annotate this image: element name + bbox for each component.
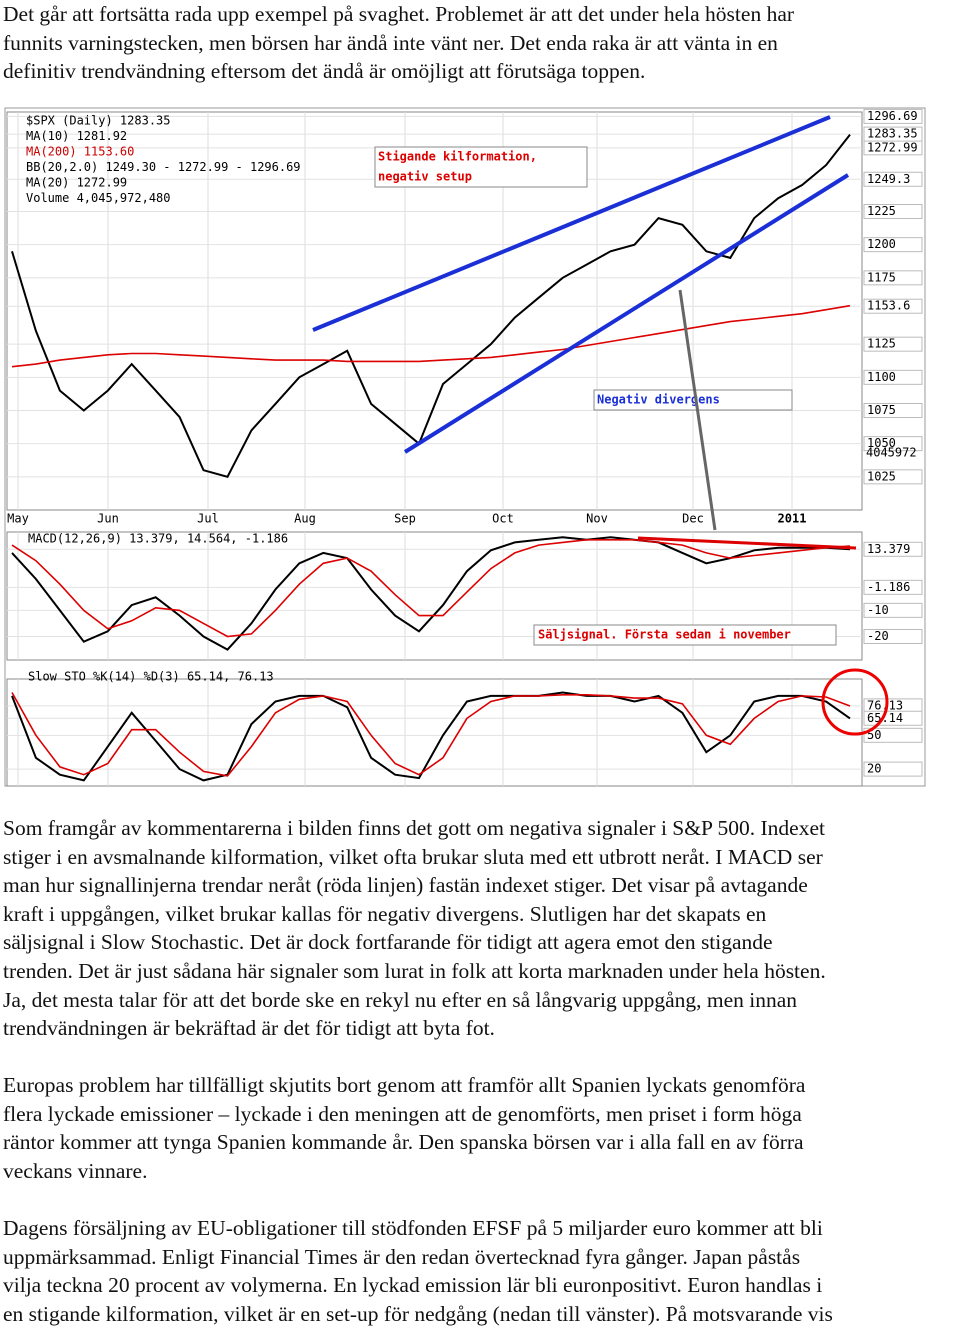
text-line: definitiv trendvändning eftersom det änd… [3,59,646,84]
month-label: Nov [586,512,608,526]
text-line: Ja, det mesta talar för att det borde sk… [3,987,798,1012]
y-tick-label: 1296.69 [867,109,918,123]
tick-box [863,108,923,124]
panel [6,678,863,787]
legend-entry: Volume 4,045,972,480 [26,191,171,205]
text-line: vilja teckna 20 procent av volymerna. En… [3,1273,823,1298]
highlight-circle [821,668,889,736]
month-label: Sep [394,512,416,526]
text-line: räntor kommer att tynga Spanien kommande… [3,1130,804,1155]
y-tick-label: 1175 [867,270,896,284]
y-tick-label: 1050 [867,436,896,450]
text-line: funnits varningstecken, men börsen har ä… [3,30,778,55]
text-line: en stigande kilformation, vilket är en s… [3,1301,833,1326]
text-line: Dagens försäljning av EU-obligationer ti… [3,1216,823,1240]
series-line [11,304,851,368]
tick-box [863,126,923,142]
text-line: uppmärksammad. Enligt Financial Times är… [3,1244,801,1269]
volume-label: 4045972 [866,446,917,460]
y-tick-label: 20 [867,762,881,776]
y-tick-label: 76.13 [867,698,903,712]
legend-entry: Slow STO %K(14) %D(3) 65.14, 76.13 [28,670,274,684]
text-line: Europas problem har tillfälligt skjutits… [3,1073,806,1097]
tick-box [863,336,923,352]
tick-box [863,436,923,452]
trend-line [312,115,831,332]
text-line: veckans vinnare. [3,1158,148,1183]
tick-box [863,204,923,219]
legend-entry: MA(200) 1153.60 [26,145,134,159]
y-tick-label: 1025 [867,469,896,483]
legend-entry: MA(20) 1272.99 [26,176,127,190]
text-line: trendvändningen är bekräftad är det för … [3,1016,495,1041]
annotation: Säljsignal. Första sedan i november [538,628,791,642]
annotation: negativ setup [378,170,472,184]
series-line [11,691,851,782]
text-line: stiger i en avsmalnande kilformation, vi… [3,844,823,869]
text-line: Det går att fortsätta rada upp exempel p… [3,2,795,26]
pointer [678,289,717,531]
month-label: 2011 [778,512,807,526]
annotation-box [593,389,793,411]
tick-box [863,761,923,777]
tick-box [863,171,923,187]
legend-entry: BB(20,2.0) 1249.30 - 1272.99 - 1296.69 [26,160,301,174]
annotation: Negativ divergens [597,393,720,407]
series-line [11,133,851,478]
y-tick-label: 1249.3 [867,172,910,186]
legend-entry: MA(10) 1281.92 [26,129,127,143]
text-line: man hur signallinjerna trendar neråt (rö… [3,873,808,898]
annotation-box [374,146,588,188]
tick-box [863,727,923,743]
text-line: kraft i uppgången, vilket brukar kallas … [3,901,767,926]
tick-box [863,541,923,557]
y-tick-label: 1075 [867,403,896,417]
text-line: flera lyckade emissioner – lyckade i den… [3,1101,802,1126]
text-line: trenden. Det är just sådana här signaler… [3,959,826,983]
y-tick-label: 1200 [867,237,896,251]
tick-box [863,369,923,385]
month-label: Aug [294,512,316,526]
y-tick-label: -20 [867,629,889,643]
tick-box [863,237,923,253]
annotation: Stigande kilformation, [378,150,537,164]
divergence-line [637,536,857,550]
y-tick-label: 65.14 [867,711,903,725]
tick-box [863,579,923,595]
y-tick-label: 13.379 [867,542,910,556]
y-tick-label: 1100 [867,370,896,384]
month-label: May [7,512,29,526]
text-line: säljsignal i Slow Stochastic. Det är doc… [3,930,773,955]
y-tick-label: 1225 [867,204,896,218]
tick-box [863,469,923,485]
tick-box [863,602,923,618]
month-label: Jul [197,512,219,526]
legend-entry: $SPX (Daily) 1283.35 [26,114,171,128]
tick-box [863,270,923,286]
y-tick-label: 1283.35 [867,127,918,141]
month-label: Jun [97,512,119,526]
text-line: Som framgår av kommentarerna i bilden fi… [3,816,825,840]
month-label: Oct [492,512,514,526]
series-line [11,536,851,651]
y-tick-label: 1272.99 [867,140,918,154]
tick-box [863,298,923,314]
tick-box [863,403,923,418]
y-tick-label: 1125 [867,337,896,351]
y-tick-label: 1153.6 [867,299,910,313]
y-tick-label: -1.186 [867,580,910,594]
trend-line [403,173,850,454]
series-line [11,539,851,638]
month-label: Dec [682,512,704,526]
series-line [11,692,851,777]
annotation-box [533,624,837,646]
tick-box [863,628,923,644]
y-tick-label: -10 [867,603,889,617]
legend-entry: MACD(12,26,9) 13.379, 14.564, -1.186 [28,532,288,546]
